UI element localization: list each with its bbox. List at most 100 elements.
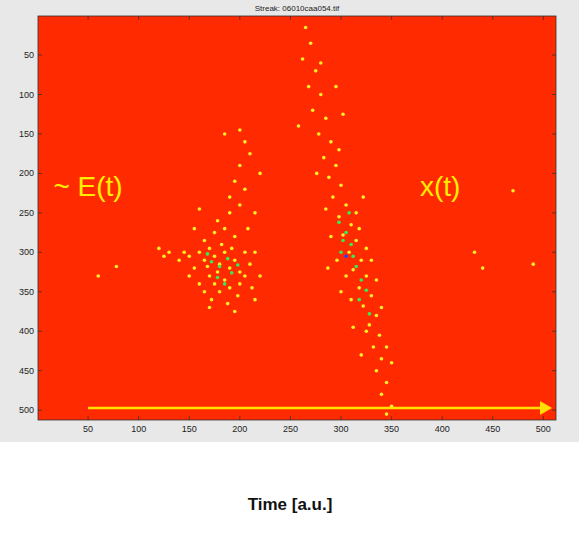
point xyxy=(481,266,485,270)
point xyxy=(193,266,197,270)
point xyxy=(334,164,338,168)
point xyxy=(223,132,227,136)
point xyxy=(335,258,339,262)
point xyxy=(238,164,242,168)
y-tick xyxy=(38,212,42,213)
point xyxy=(223,227,227,231)
point xyxy=(203,258,207,262)
x-tick xyxy=(239,416,240,420)
point xyxy=(187,274,191,278)
point xyxy=(329,140,333,144)
title: Streak: 06010caa054.tif xyxy=(255,4,340,13)
point xyxy=(187,254,191,258)
point xyxy=(258,274,262,278)
point xyxy=(357,298,361,302)
point xyxy=(233,258,237,262)
point xyxy=(253,251,257,255)
x-tick xyxy=(189,416,190,420)
point xyxy=(206,265,210,269)
point xyxy=(375,314,379,318)
point xyxy=(365,247,369,251)
y-tick xyxy=(38,173,42,174)
annotation: ~ E(t) xyxy=(53,171,122,202)
point xyxy=(162,254,166,258)
point xyxy=(531,262,535,266)
point xyxy=(334,85,338,89)
point xyxy=(115,265,119,269)
point xyxy=(349,298,353,302)
time-arrow-head xyxy=(540,401,552,415)
plot-area xyxy=(38,16,556,420)
point xyxy=(380,357,384,361)
x-tick-label: 450 xyxy=(485,424,500,434)
point xyxy=(228,266,232,270)
x-tick-top xyxy=(341,16,342,20)
point xyxy=(182,251,186,255)
point xyxy=(210,298,214,302)
y-tick xyxy=(38,410,42,411)
x-tick-label: 300 xyxy=(333,424,348,434)
point xyxy=(324,116,328,120)
points xyxy=(96,26,535,416)
point xyxy=(198,207,202,211)
point xyxy=(301,57,305,61)
point xyxy=(206,252,210,256)
y-tick-label: 250 xyxy=(19,208,34,218)
y-tick-label: 100 xyxy=(19,90,34,100)
point xyxy=(248,152,252,156)
x-tick-label: 250 xyxy=(283,424,298,434)
point xyxy=(354,211,358,215)
point xyxy=(233,180,237,184)
point xyxy=(368,323,372,327)
point xyxy=(233,235,237,239)
x-tick-top xyxy=(442,16,443,20)
point xyxy=(511,189,515,193)
point xyxy=(250,286,254,290)
point xyxy=(228,195,232,199)
point xyxy=(337,221,341,225)
point xyxy=(337,148,341,152)
point xyxy=(354,239,358,243)
point xyxy=(329,235,333,239)
point xyxy=(238,270,242,274)
figure-background xyxy=(0,0,579,442)
point xyxy=(258,172,262,176)
point xyxy=(326,266,330,270)
y-tick-right xyxy=(552,173,556,174)
y-tick xyxy=(38,55,42,56)
point xyxy=(380,393,384,397)
x-tick-label: 500 xyxy=(536,424,551,434)
point xyxy=(354,265,358,269)
x-tick xyxy=(290,416,291,420)
point xyxy=(341,233,345,237)
x-tick-top xyxy=(492,16,493,20)
point xyxy=(220,243,224,247)
y-tick-label: 150 xyxy=(19,129,34,139)
point xyxy=(349,223,353,227)
point xyxy=(213,254,217,258)
point xyxy=(359,278,363,282)
y-tick-right xyxy=(552,94,556,95)
point xyxy=(324,207,328,211)
x-tick-top xyxy=(88,16,89,20)
y-tick-label: 300 xyxy=(19,247,34,257)
point xyxy=(233,310,237,314)
point xyxy=(304,26,308,30)
point xyxy=(208,274,212,278)
y-tick-right xyxy=(552,55,556,56)
point xyxy=(238,128,242,132)
point xyxy=(339,183,343,187)
point xyxy=(359,353,363,357)
x-tick-top xyxy=(138,16,139,20)
point xyxy=(246,227,250,231)
point xyxy=(351,254,355,258)
point xyxy=(390,361,394,365)
point xyxy=(218,290,222,294)
point xyxy=(223,278,227,282)
point xyxy=(167,251,171,255)
point xyxy=(230,247,234,251)
x-tick-label: 150 xyxy=(182,424,197,434)
y-tick-label: 50 xyxy=(24,50,34,60)
x-tick-label: 350 xyxy=(384,424,399,434)
point xyxy=(243,274,247,278)
